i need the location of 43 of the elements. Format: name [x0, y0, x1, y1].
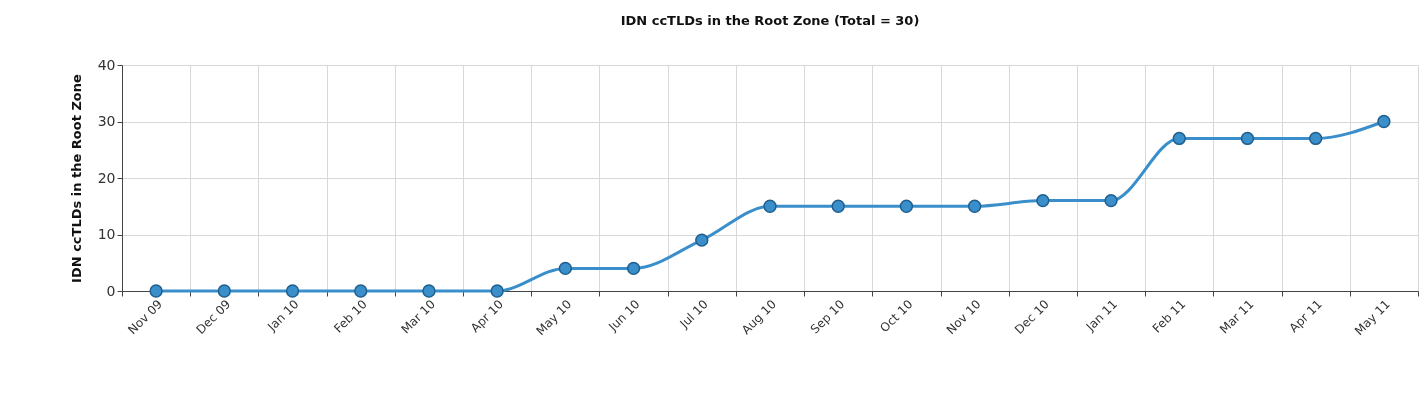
point	[490, 284, 504, 298]
x-tick-label: Jun 10	[605, 297, 643, 335]
y-tick-label: 40	[97, 56, 116, 73]
x-tick-label: Feb 11	[1149, 297, 1189, 336]
y-tick-label: 30	[97, 113, 116, 129]
point	[354, 284, 368, 298]
x-tick-label: Mar 11	[1217, 297, 1257, 337]
x-tick-label: Sep 10	[807, 297, 848, 337]
point	[899, 199, 914, 213]
x-tick-label: Nov 10	[943, 297, 984, 338]
point	[1036, 193, 1050, 208]
point	[1172, 131, 1186, 146]
point	[763, 199, 777, 213]
chart-title: IDN ccTLDs in the Root Zone (Total = 30)	[620, 13, 920, 28]
x-tick-label: Apr 11	[1286, 297, 1325, 336]
point	[558, 261, 573, 276]
point	[1377, 114, 1391, 129]
x-tick-label: Jan 11	[1082, 297, 1121, 335]
x-tick-label: Mar 10	[398, 297, 438, 337]
y-tick-label: 0	[106, 282, 116, 299]
point	[626, 261, 641, 276]
point	[285, 284, 300, 298]
point	[1309, 131, 1323, 146]
x-tick-label: Nov 09	[125, 297, 166, 338]
point	[217, 284, 231, 298]
x-tick-label: Dec 09	[193, 297, 234, 337]
x-tick-label: Aug 10	[739, 297, 779, 338]
point	[695, 233, 709, 247]
x-tick-label: Dec 10	[1012, 297, 1052, 337]
point	[967, 199, 982, 213]
point	[831, 199, 845, 213]
x-tick-label: Apr 10	[468, 297, 507, 336]
y-axis-title: IDN ccTLDs in the Root Zone	[68, 73, 84, 283]
point	[1240, 131, 1255, 146]
x-tick-label: Jul 10	[676, 297, 711, 332]
x-tick-label: Oct 10	[877, 297, 916, 336]
point	[422, 284, 436, 298]
x-tick-label: Jan 10	[264, 297, 302, 335]
x-tick-label: Feb 10	[331, 297, 370, 336]
point	[1104, 193, 1118, 208]
y-tick-label: 20	[97, 169, 116, 186]
y-tick-label: 10	[97, 226, 116, 242]
point	[149, 284, 163, 298]
